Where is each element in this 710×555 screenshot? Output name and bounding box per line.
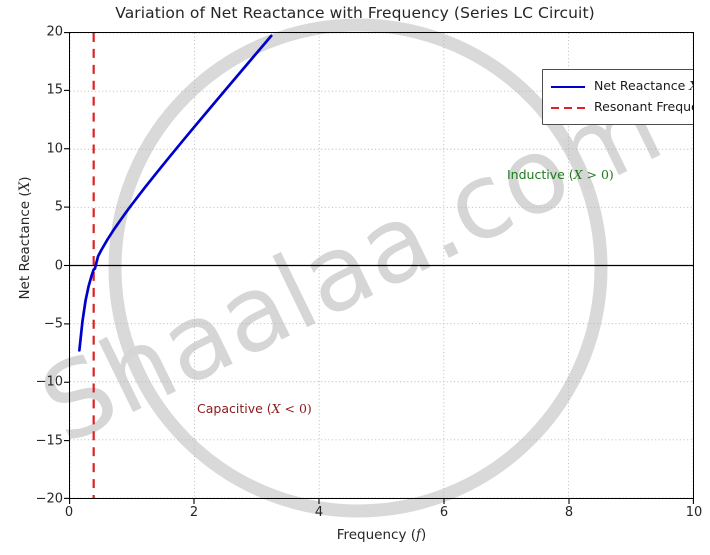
y-tick-label: 20 [46,24,63,40]
legend[interactable]: Net Reactance X = XL − XC Resonant Frequ… [542,69,693,125]
x-tick-label: 2 [189,505,199,520]
x-tick-label: 6 [439,505,449,520]
annotation-capacitive-prefix: Capacitive ( [197,401,272,416]
x-tick-label: 4 [314,505,324,520]
x-tick-marks [69,499,694,504]
y-tick-marks [64,32,69,499]
net-reactance-curve [78,34,273,352]
legend-item-net-reactance[interactable]: Net Reactance X = XL − XC [551,76,693,97]
legend-swatch-solid-line [551,81,585,93]
legend-swatch-dashed-line [551,102,585,114]
annotation-inductive-var: X [573,167,583,182]
y-tick-label: 15 [46,82,63,98]
grid-vertical [70,33,693,498]
page-title: Variation of Net Reactance with Frequenc… [115,4,595,22]
annotation-inductive: Inductive (X > 0) [507,167,614,182]
x-axis-label: Frequency (f) [336,527,427,543]
y-tick-label: −20 [35,491,63,507]
x-axis-ticks: 0 2 4 6 8 10 [65,505,702,527]
y-tick-label: 10 [46,141,63,157]
y-tick-label: −15 [35,433,63,449]
plot-canvas [70,33,693,498]
annotation-capacitive-var: X [271,401,281,416]
legend-label-resonant-frequency: Resonant Frequency f0 [594,98,693,114]
legend-label-net-reactance: Net Reactance X = XL − XC [594,77,693,93]
annotation-inductive-prefix: Inductive ( [507,167,574,182]
annotation-capacitive: Capacitive (X < 0) [197,401,312,416]
annotation-inductive-rel: > 0) [582,167,614,182]
plot-area: Inductive (X > 0) Capacitive (X < 0) Net… [69,32,694,499]
x-tick-label: 10 [685,505,703,520]
y-axis-label: Net Reactance (X) [17,176,33,300]
x-tick-label: 8 [564,505,574,520]
annotation-capacitive-rel: < 0) [280,401,312,416]
y-tick-label: 5 [54,199,63,215]
y-tick-label: −5 [43,316,63,332]
x-tick-label: 0 [64,505,74,520]
y-tick-label: −10 [35,374,63,390]
legend-item-resonant-frequency[interactable]: Resonant Frequency f0 [551,97,693,118]
y-tick-label: 0 [54,258,63,273]
y-axis-ticks: 20 15 10 5 0 −5 −10 −15 −20 [13,25,63,507]
